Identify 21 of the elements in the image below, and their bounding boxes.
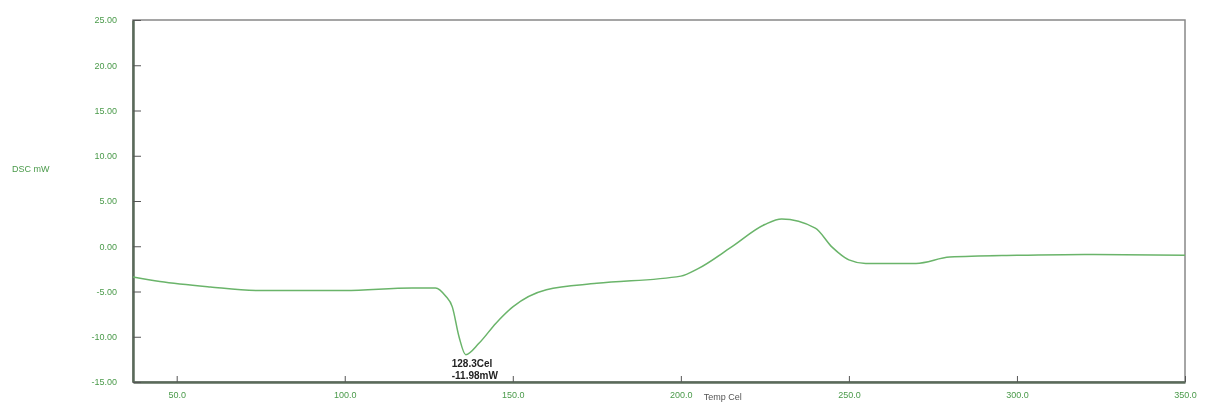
annotation: -11.98mW: [451, 369, 499, 381]
x-tick-label: 100.0: [333, 390, 357, 401]
x-tick-label: 50.0: [168, 390, 186, 401]
y-tick-label: 0.00: [99, 241, 117, 252]
x-axis-title: Temp Cel: [703, 392, 742, 402]
x-tick-label: 150.0: [502, 390, 525, 401]
y-tick-label: 10.00: [94, 151, 117, 162]
y-tick-label: -5.00: [96, 286, 117, 297]
x-tick-label: 200.0: [670, 390, 693, 401]
x-tick-label: 300.0: [1006, 390, 1029, 401]
y-axis-title: DSC mW: [12, 163, 50, 174]
y-tick-label: 25.00: [94, 15, 117, 26]
y-tick-label: -15.00: [91, 377, 117, 388]
annotation: 128.3Cel: [451, 357, 493, 369]
x-tick-label: 350.0: [1174, 390, 1197, 401]
y-tick-label: -10.00: [91, 332, 117, 343]
line-series: [132, 218, 1186, 356]
y-tick-label: 5.00: [99, 196, 117, 207]
y-tick-label: 20.00: [94, 60, 117, 71]
y-tick-label: 15.00: [94, 105, 117, 116]
x-tick-label: 250.0: [838, 390, 861, 401]
